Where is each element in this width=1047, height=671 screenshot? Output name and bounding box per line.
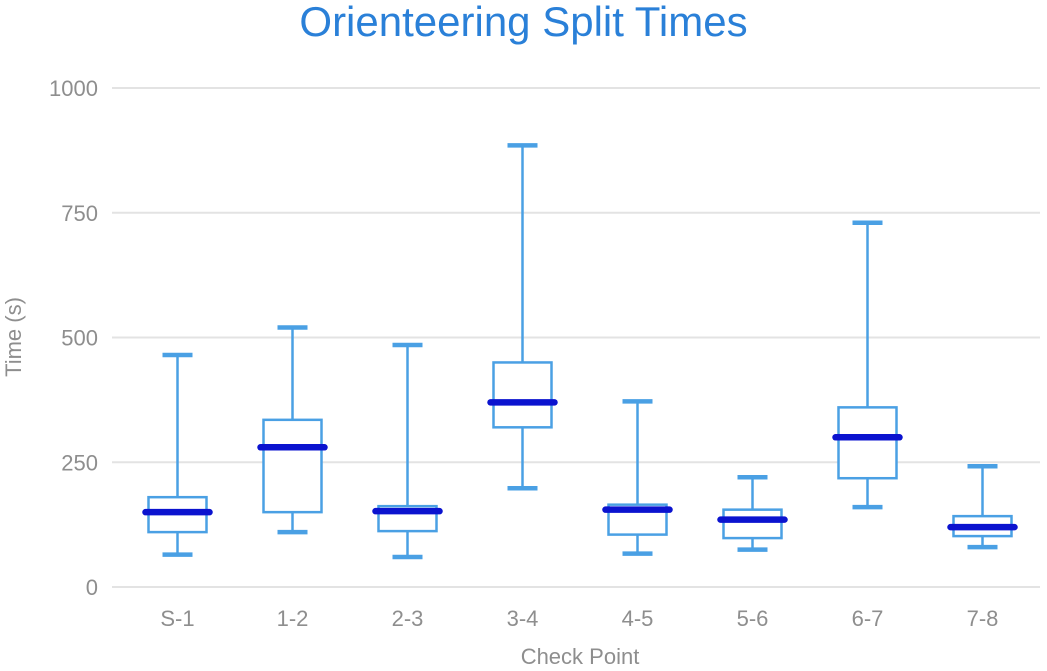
x-tick-label: S-1 [160,606,194,631]
x-tick-label: 3-4 [507,606,539,631]
x-tick-label: 7-8 [967,606,999,631]
iqr-box [722,508,783,540]
x-axis-title: Check Point [520,644,640,669]
x-tick-label: 6-7 [852,606,884,631]
y-tick-label: 500 [61,326,98,351]
y-tick-label: 0 [86,575,98,600]
iqr-box [262,418,323,514]
iqr-box [492,361,553,429]
y-tick-label: 250 [61,450,98,475]
x-tick-label: 2-3 [392,606,424,631]
x-tick-label: 1-2 [277,606,309,631]
y-tick-label: 750 [61,201,98,226]
x-tick-label: 5-6 [737,606,769,631]
iqr-box [837,406,898,480]
chart-title: Orienteering Split Times [299,0,748,45]
y-tick-label: 1000 [49,76,98,101]
x-tick-label: 4-5 [622,606,654,631]
